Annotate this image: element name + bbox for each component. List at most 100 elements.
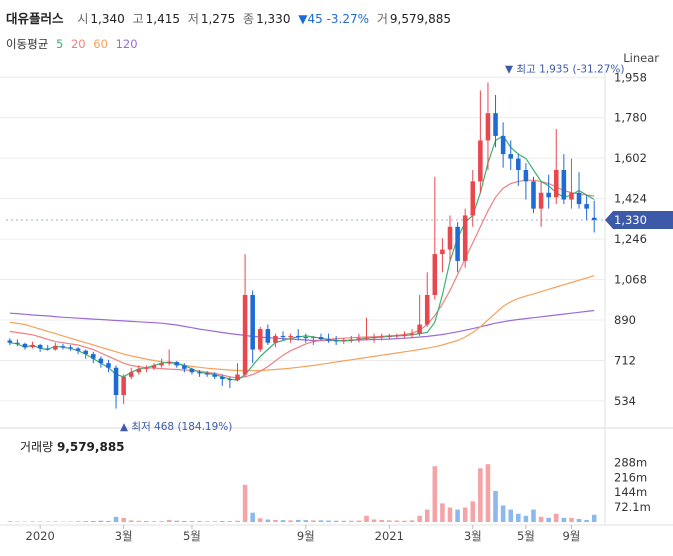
volume-bar [121, 517, 126, 522]
candle-body [22, 343, 28, 348]
volume-bar [311, 520, 316, 522]
volume-bar [349, 520, 354, 522]
volume-value: 9,579,885 [389, 12, 451, 26]
volume-bar [113, 516, 119, 522]
candle-body [189, 368, 195, 373]
volume-bar [341, 520, 347, 522]
moving-average-legend: 이동평균 5 20 60 120 [6, 36, 142, 52]
volume-bar [591, 514, 597, 522]
high-label: 고 [132, 12, 144, 26]
candle-body [333, 340, 339, 342]
volume-bar [424, 509, 430, 522]
ma-line-5 [9, 135, 595, 381]
time-tick-label: 5월 [183, 529, 201, 543]
volume-bar [462, 507, 468, 522]
candle-body [7, 340, 13, 343]
stock-header: 대유플러스 시 1,340 고 1,415 저 1,275 종 1,330 ▼45 -3… [6, 8, 451, 27]
candle-body [242, 295, 248, 375]
candle-body [493, 113, 498, 136]
volume-bar [106, 520, 111, 522]
volume-bar [30, 521, 35, 522]
volume-bar [538, 516, 544, 522]
candle-body [561, 170, 567, 200]
volume-bar [553, 513, 559, 522]
volume-bar [356, 520, 362, 522]
candle-body [379, 336, 384, 338]
current-price-tag [605, 211, 673, 229]
ma-line-20 [9, 179, 595, 379]
candle-body [83, 350, 88, 355]
candle-body [91, 354, 96, 359]
candle-body [523, 170, 529, 182]
volume-bar [189, 521, 195, 522]
volume-bar [136, 520, 142, 522]
candle-body [447, 226, 453, 250]
time-tick-label: 9월 [562, 529, 580, 543]
volume-bar [75, 521, 81, 522]
volume-bar [212, 521, 217, 522]
candle-body [295, 335, 301, 338]
price-tick-label: 1,424 [614, 192, 647, 206]
candle-body [424, 295, 430, 325]
volume-bar [182, 520, 187, 522]
volume-bar [508, 509, 513, 522]
candle-body [235, 374, 240, 381]
ma-legend-title: 이동평균 [6, 37, 49, 51]
candle-body [227, 379, 233, 381]
ma60-legend[interactable]: 60 [93, 37, 108, 51]
volume-header-value: 9,579,885 [56, 440, 125, 454]
volume-bar [493, 491, 498, 522]
volume-bar [91, 520, 96, 522]
volume-bar [144, 520, 149, 522]
time-tick-label: 5월 [517, 529, 535, 543]
candle-body [15, 342, 20, 344]
scale-toggle[interactable]: Linear [623, 51, 659, 65]
time-tick-label: 2020 [26, 529, 55, 543]
volume-tick-label: 72.1m [614, 500, 651, 514]
open-label: 시 [77, 12, 89, 26]
ma5-legend[interactable]: 5 [55, 37, 64, 51]
volume-bar [485, 464, 491, 522]
volume-bar [166, 519, 172, 522]
candle-body [136, 368, 142, 373]
candle-body [569, 192, 574, 200]
low-value: 1,275 [200, 12, 236, 26]
candle-body [364, 337, 369, 339]
volume-bar [83, 521, 88, 522]
candle-body [417, 324, 422, 334]
volume-bar [561, 517, 567, 522]
candle-body [257, 329, 263, 350]
time-tick-label: 2021 [375, 529, 404, 543]
candle-body [591, 217, 597, 220]
candle-body [121, 376, 126, 395]
candle-body [128, 372, 134, 377]
volume-bar [273, 519, 278, 522]
volume-bar [500, 505, 506, 522]
candle-body [220, 376, 225, 380]
candle-body [349, 339, 354, 341]
volume-bar [455, 509, 460, 522]
volume-bar [151, 521, 157, 522]
price-tick-label: 534 [614, 394, 636, 408]
candle-body [68, 347, 73, 349]
ma120-legend[interactable]: 120 [115, 37, 138, 51]
candle-body [303, 337, 309, 339]
candle-body [531, 181, 536, 209]
price-tick-label: 1,246 [614, 232, 647, 246]
volume-bar [531, 509, 536, 522]
volume-bar [371, 519, 377, 522]
volume-bar [280, 520, 286, 522]
open-value: 1,340 [90, 12, 125, 26]
price-tick-label: 1,068 [614, 273, 647, 287]
candle-body [500, 135, 506, 155]
volume-bar [295, 519, 301, 522]
volume-bar [478, 468, 483, 522]
candle-body [53, 346, 58, 350]
volume-bar [470, 501, 476, 522]
candle-body [341, 340, 347, 342]
volume-bar [387, 520, 392, 522]
ma20-legend[interactable]: 20 [70, 37, 86, 51]
candle-body [402, 334, 407, 336]
price-tick-label: 712 [614, 353, 636, 367]
